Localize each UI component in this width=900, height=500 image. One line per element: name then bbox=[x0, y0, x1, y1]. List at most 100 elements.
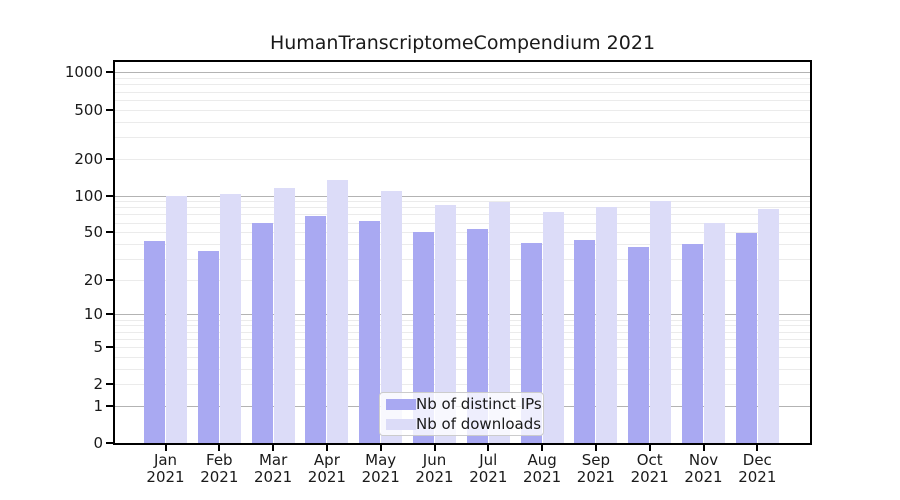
gridline-minor-70 bbox=[115, 214, 810, 216]
y-tick-label-0: 0 bbox=[93, 434, 103, 452]
bar-downloads-oct bbox=[650, 201, 672, 443]
gridline-minor-8 bbox=[115, 325, 810, 327]
bar-downloads-jun bbox=[435, 205, 456, 443]
legend-item-downloads: Nb of downloads bbox=[386, 415, 541, 433]
bars-layer bbox=[115, 62, 810, 443]
x-tick-label-jan: Jan 2021 bbox=[146, 451, 185, 486]
y-tick-mark-20 bbox=[106, 278, 113, 281]
gridline-minor-80 bbox=[115, 207, 810, 209]
bar-distinct-ips-apr bbox=[305, 215, 327, 443]
bar-downloads-mar bbox=[273, 188, 295, 443]
x-tick-label-dec: Dec 2021 bbox=[738, 451, 777, 486]
bar-distinct-ips-sep bbox=[574, 240, 596, 443]
gridline-minor-600 bbox=[115, 99, 810, 101]
legend-swatch-distinct-ips bbox=[386, 398, 416, 410]
y-tick-mark-100 bbox=[106, 194, 113, 197]
gridline-minor-90 bbox=[115, 201, 810, 203]
x-tick-label-jun: Jun 2021 bbox=[415, 451, 454, 486]
bar-distinct-ips-may bbox=[359, 220, 381, 443]
y-tick-label-1: 1 bbox=[93, 396, 103, 415]
gridline-minor-700 bbox=[115, 91, 810, 93]
x-tick-label-jul: Jul 2021 bbox=[469, 451, 508, 486]
x-tick-mark-sep bbox=[594, 445, 597, 451]
gridline-major-10 bbox=[115, 314, 810, 316]
y-tick-label-20: 20 bbox=[83, 270, 103, 289]
y-tick-mark-5 bbox=[106, 345, 113, 348]
x-tick-label-mar: Mar 2021 bbox=[254, 451, 293, 486]
y-tick-mark-50 bbox=[106, 231, 113, 234]
bar-distinct-ips-jul bbox=[466, 229, 488, 443]
bar-distinct-ips-dec bbox=[735, 233, 757, 443]
gridline-minor-2 bbox=[115, 384, 810, 386]
y-tick-mark-2 bbox=[106, 383, 113, 386]
x-tick-label-feb: Feb 2021 bbox=[200, 451, 239, 486]
gridline-minor-900 bbox=[115, 78, 810, 80]
y-tick-mark-0 bbox=[106, 442, 113, 444]
gridline-minor-4 bbox=[115, 356, 810, 358]
gridline-minor-60 bbox=[115, 222, 810, 224]
gridline-minor-400 bbox=[115, 121, 810, 123]
bar-downloads-jul bbox=[488, 201, 510, 443]
y-tick-mark-10 bbox=[106, 313, 113, 316]
bar-downloads-aug bbox=[542, 212, 564, 443]
x-tick-label-aug: Aug 2021 bbox=[523, 451, 562, 486]
y-tick-mark-200 bbox=[106, 157, 113, 160]
gridline-minor-30 bbox=[115, 258, 810, 260]
x-tick-mark-jun bbox=[433, 445, 436, 451]
x-tick-mark-jul bbox=[487, 445, 490, 451]
bar-distinct-ips-feb bbox=[197, 250, 219, 443]
bar-distinct-ips-jan bbox=[144, 241, 165, 443]
x-tick-label-oct: Oct 2021 bbox=[630, 451, 669, 486]
x-tick-mark-aug bbox=[541, 445, 544, 451]
gridline-minor-800 bbox=[115, 84, 810, 86]
x-tick-mark-apr bbox=[325, 445, 328, 451]
gridline-minor-20 bbox=[115, 279, 810, 281]
x-tick-label-nov: Nov 2021 bbox=[684, 451, 723, 486]
y-tick-mark-500 bbox=[106, 108, 113, 111]
x-tick-mark-may bbox=[379, 445, 382, 451]
gridline-minor-3 bbox=[115, 368, 810, 370]
gridline-minor-50 bbox=[115, 232, 810, 234]
gridline-major-100 bbox=[115, 195, 810, 197]
x-tick-mark-oct bbox=[648, 445, 651, 451]
x-tick-label-sep: Sep 2021 bbox=[576, 451, 615, 486]
x-tick-mark-dec bbox=[756, 445, 759, 451]
y-tick-label-500: 500 bbox=[74, 100, 103, 119]
x-tick-mark-jan bbox=[164, 445, 167, 451]
y-tick-mark-1 bbox=[106, 404, 113, 407]
gridline-minor-200 bbox=[115, 158, 810, 160]
legend-item-distinct-ips: Nb of distinct IPs bbox=[386, 395, 542, 413]
legend-label-downloads: Nb of downloads bbox=[416, 415, 542, 433]
x-tick-mark-feb bbox=[218, 445, 221, 451]
bar-downloads-sep bbox=[596, 206, 618, 443]
y-tick-label-50: 50 bbox=[83, 223, 103, 242]
bar-downloads-jan bbox=[166, 195, 187, 443]
chart-title: HumanTranscriptomeCompendium 2021 bbox=[269, 32, 656, 54]
bar-downloads-apr bbox=[327, 179, 349, 443]
gridline-minor-300 bbox=[115, 136, 810, 138]
legend-swatch-downloads bbox=[386, 418, 416, 430]
x-tick-label-may: May 2021 bbox=[361, 451, 400, 486]
y-tick-label-200: 200 bbox=[74, 149, 103, 168]
y-tick-label-100: 100 bbox=[74, 186, 103, 205]
gridline-minor-500 bbox=[115, 109, 810, 111]
y-tick-mark-1000 bbox=[106, 71, 113, 74]
y-tick-label-10: 10 bbox=[83, 305, 103, 324]
bar-downloads-dec bbox=[757, 209, 779, 443]
gridline-minor-6 bbox=[115, 338, 810, 340]
bar-downloads-nov bbox=[704, 222, 725, 443]
bar-downloads-feb bbox=[219, 193, 241, 443]
x-tick-mark-mar bbox=[272, 445, 275, 451]
bar-downloads-may bbox=[381, 191, 403, 443]
gridline-minor-9 bbox=[115, 319, 810, 321]
gridline-minor-40 bbox=[115, 243, 810, 245]
gridline-minor-5 bbox=[115, 346, 810, 348]
x-tick-label-apr: Apr 2021 bbox=[307, 451, 346, 486]
gridline-major-1000 bbox=[115, 72, 810, 74]
gridline-minor-7 bbox=[115, 331, 810, 333]
bar-distinct-ips-mar bbox=[251, 222, 273, 443]
bar-distinct-ips-jun bbox=[413, 232, 434, 443]
gridlines-layer bbox=[115, 62, 810, 443]
x-tick-mark-nov bbox=[702, 445, 705, 451]
